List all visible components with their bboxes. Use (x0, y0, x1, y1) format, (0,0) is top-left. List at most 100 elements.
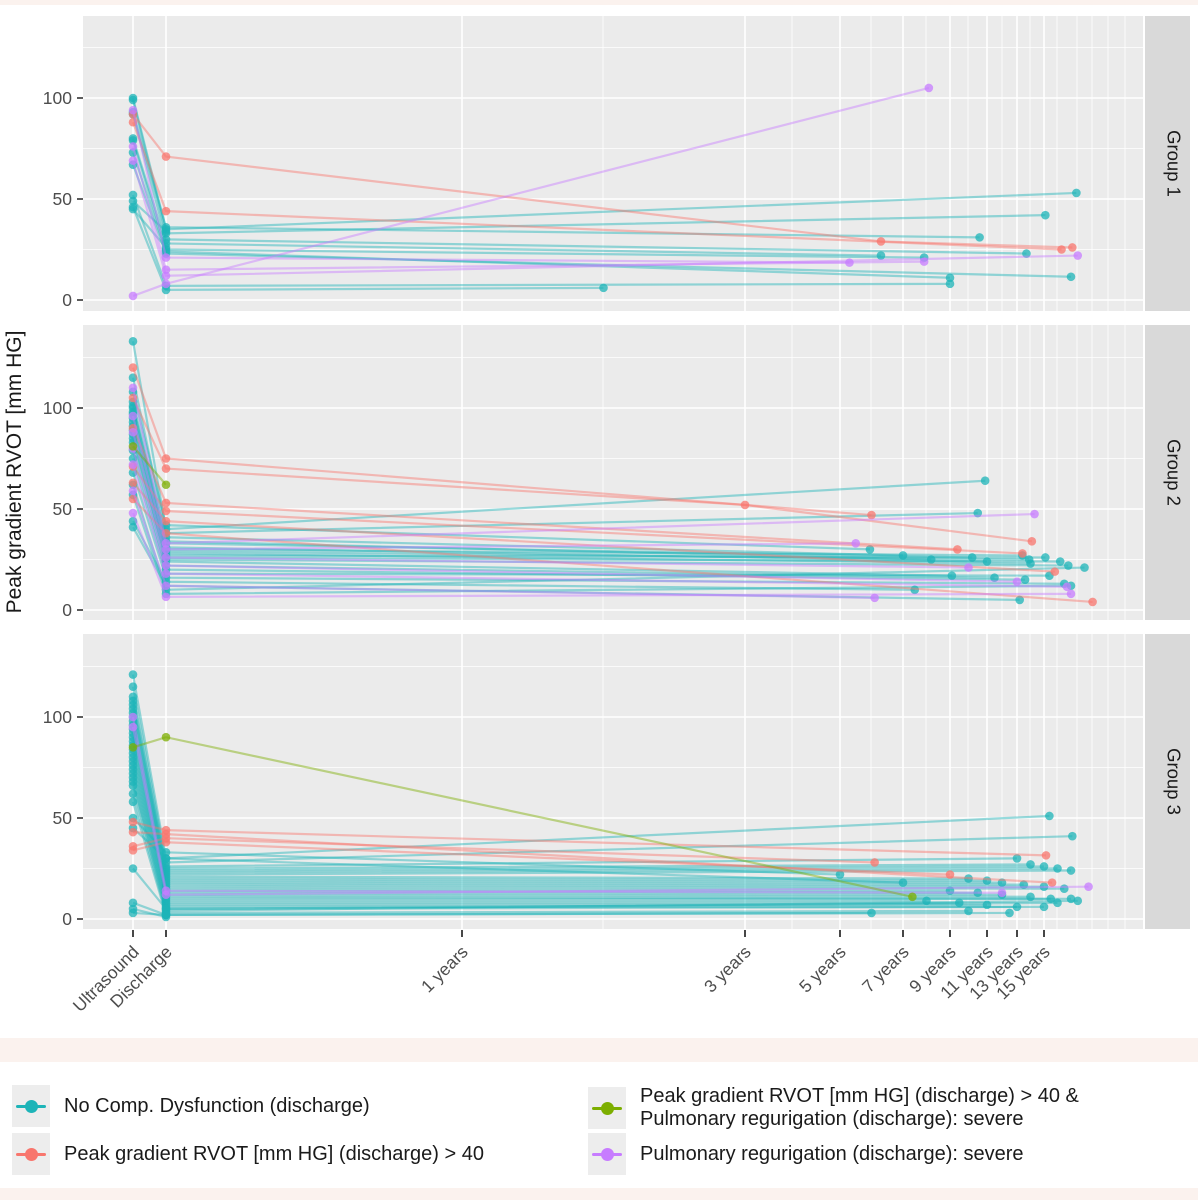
data-point (975, 233, 984, 242)
data-point (1026, 860, 1035, 869)
data-point (128, 393, 138, 403)
data-point (128, 670, 138, 679)
data-point (161, 854, 171, 863)
data-point (128, 204, 138, 214)
data-point (1053, 898, 1062, 908)
facet-strip (1145, 16, 1190, 311)
data-point (982, 900, 992, 910)
data-point (1018, 549, 1027, 558)
facet-strip (1145, 634, 1190, 929)
data-point (1041, 553, 1050, 562)
data-point (161, 732, 171, 742)
data-point (161, 243, 171, 252)
data-point (161, 516, 171, 526)
data-point (1066, 589, 1076, 599)
data-point (128, 373, 138, 383)
data-point (870, 593, 879, 603)
data-point (128, 789, 138, 799)
data-point (128, 898, 138, 908)
data-point (128, 337, 138, 346)
data-point (1027, 537, 1037, 546)
data-point (973, 888, 983, 898)
x-tick-label: 3 years (700, 942, 755, 997)
series-line (132, 445, 167, 486)
panel-background (83, 16, 1143, 311)
legend-key-no-comp-icon (12, 1085, 50, 1127)
data-point (128, 478, 138, 488)
x-tick-label: 7 years (858, 942, 913, 997)
data-point (1073, 896, 1083, 906)
data-point (128, 196, 138, 206)
data-point (898, 878, 908, 887)
panel-series (128, 337, 1097, 607)
facet-strip (1145, 325, 1190, 620)
data-point (128, 156, 138, 165)
data-point (924, 83, 934, 93)
y-tick-label: 100 (43, 88, 72, 108)
data-point (945, 870, 955, 879)
data-point (128, 117, 138, 127)
data-point (1019, 880, 1029, 889)
data-point (128, 363, 138, 372)
data-point (851, 539, 861, 548)
data-point (161, 285, 171, 295)
data-point (128, 817, 138, 827)
data-point (161, 265, 171, 275)
data-point (973, 508, 983, 518)
data-point (128, 908, 138, 918)
data-point (997, 878, 1007, 887)
data-point (876, 251, 886, 260)
data-point (161, 848, 171, 857)
series-line (132, 200, 167, 233)
data-point (128, 827, 138, 837)
data-point (128, 797, 138, 807)
y-tick-label: 0 (62, 600, 72, 620)
data-point (128, 682, 138, 691)
data-point (128, 516, 138, 526)
data-point (980, 476, 990, 486)
data-point (867, 908, 876, 918)
y-tick-label: 100 (43, 398, 72, 418)
data-point (982, 876, 992, 885)
data-point (1047, 878, 1057, 887)
data-point (1068, 243, 1077, 252)
data-point (161, 569, 171, 578)
data-point (964, 874, 973, 883)
data-point (990, 573, 999, 582)
y-tick-label: 50 (53, 189, 73, 209)
data-point (1012, 577, 1022, 587)
y-tick-label: 50 (53, 808, 73, 828)
data-point (161, 545, 171, 554)
data-point (1012, 854, 1022, 863)
data-point (128, 142, 138, 151)
data-point (919, 257, 929, 266)
data-point (1088, 597, 1097, 607)
series-line (132, 907, 167, 919)
data-point (161, 886, 171, 896)
data-point (161, 454, 171, 463)
data-point (128, 722, 138, 732)
data-point (128, 494, 138, 504)
data-point (128, 291, 138, 301)
data-point (1055, 557, 1065, 566)
data-point (1050, 567, 1060, 576)
data-point (161, 253, 171, 262)
legend-label-pg40-pr: Peak gradient RVOT [mm HG] (discharge) >… (640, 1085, 1079, 1130)
y-tick-label: 50 (53, 499, 73, 519)
data-point (1026, 892, 1035, 902)
data-point (599, 283, 608, 293)
data-point (1041, 851, 1051, 860)
data-point (1066, 272, 1076, 282)
series-line (132, 901, 167, 916)
data-point (898, 551, 908, 560)
data-point (1059, 884, 1069, 893)
legend-label-pg40: Peak gradient RVOT [mm HG] (discharge) >… (64, 1142, 484, 1165)
data-point (982, 557, 992, 566)
legend-item-pr: Pulmonary regurigation (discharge): seve… (588, 1133, 1024, 1175)
data-point (865, 545, 875, 554)
data-point (835, 870, 845, 879)
data-point (161, 152, 171, 161)
data-point (954, 898, 964, 908)
data-point (128, 105, 138, 115)
